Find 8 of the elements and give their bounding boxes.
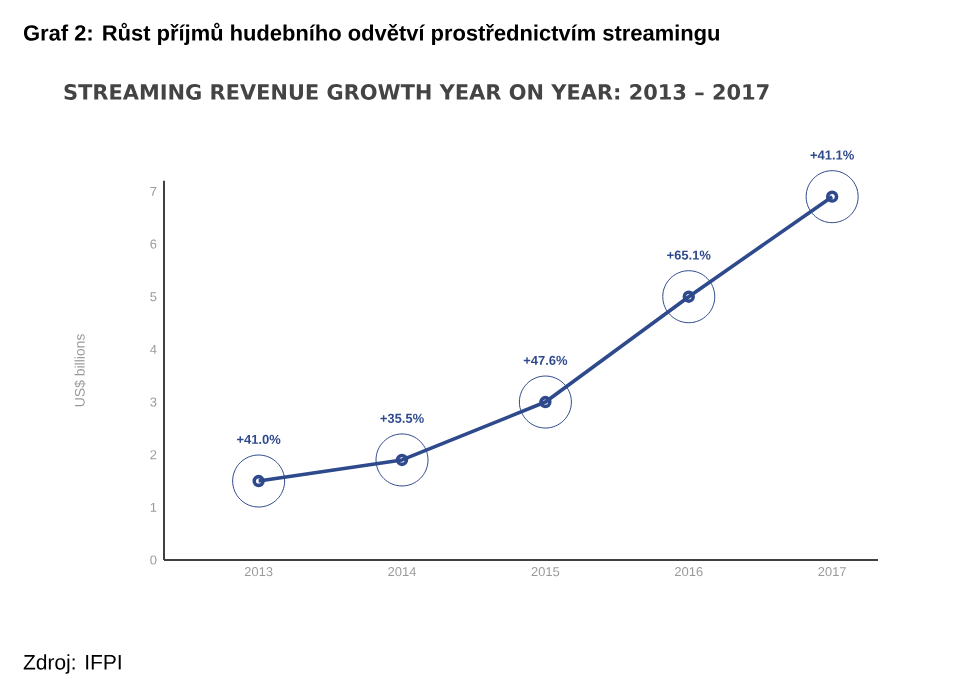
point — [375, 433, 429, 487]
point — [232, 454, 286, 508]
chart-subtitle: STREAMING REVENUE GROWTH YEAR ON YEAR: 2013 – 2017 — [64, 84, 769, 100]
point — [662, 270, 716, 324]
point — [805, 170, 859, 224]
point — [518, 375, 572, 429]
chart-title: Graf 2: Růst příjmů hudebního odvětví prostřednictvím streamingu — [23, 22, 719, 46]
text: Zdroj: IFPI — [23, 654, 121, 674]
